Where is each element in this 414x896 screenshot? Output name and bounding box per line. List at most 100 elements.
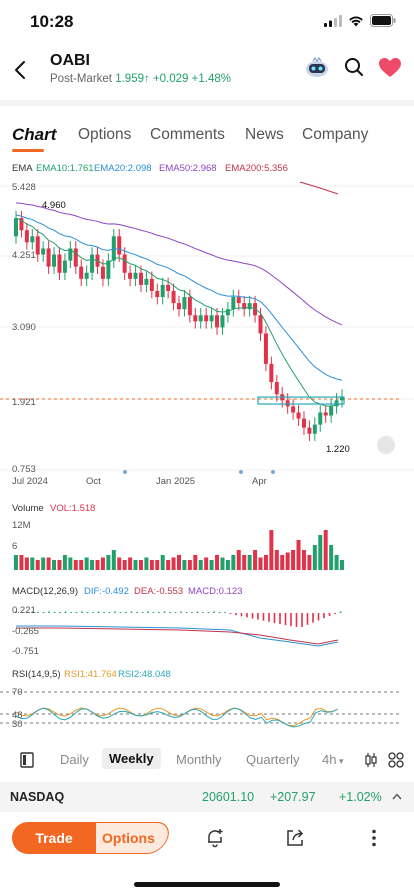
candle-body (247, 303, 252, 310)
search-icon[interactable] (344, 57, 364, 77)
x-tick-oct: Oct (86, 476, 101, 487)
volume-bar (30, 557, 35, 570)
rsi-tick-48: 48 (12, 710, 23, 721)
price-chart-canvas[interactable] (0, 156, 414, 740)
volume-bar (90, 560, 95, 570)
candle-body (57, 254, 62, 273)
period-4h[interactable]: 4h ▾ (322, 752, 344, 767)
tab-company[interactable]: Company (302, 126, 369, 143)
tab-options[interactable]: Options (78, 126, 132, 143)
macd-histogram-bar (141, 612, 144, 613)
volume-bar (209, 560, 214, 570)
macd-histogram-bar (284, 613, 287, 626)
ema50-line (15, 202, 343, 326)
caret-down-icon: ▾ (336, 756, 344, 766)
candle-body (323, 412, 328, 416)
period-monthly[interactable]: Monthly (176, 752, 222, 767)
rsi-tick-30: 30 (12, 719, 23, 730)
index-change: +207.97 (270, 790, 316, 804)
grid-layout-icon[interactable] (388, 752, 404, 768)
candle-body (285, 400, 290, 407)
tab-news[interactable]: News (245, 126, 284, 143)
candlestick-style-icon[interactable] (364, 752, 378, 768)
candle-body (138, 272, 143, 285)
back-button[interactable] (8, 54, 32, 86)
volume-bar (215, 555, 220, 570)
volume-bar (301, 550, 306, 570)
macd-histogram-bar (185, 612, 188, 613)
header: OABI Post-Market 1.959↑ +0.029 +1.48% (0, 46, 414, 100)
volume-bar (35, 560, 40, 570)
volume-value: VOL:1.518 (50, 503, 96, 514)
favorite-heart-icon[interactable] (378, 57, 402, 78)
macd-histogram-bar (317, 613, 320, 621)
tab-chart[interactable]: Chart (12, 125, 57, 144)
y-tick-2: 4.251 (12, 250, 36, 261)
event-dot (271, 470, 275, 474)
candle-body (307, 427, 312, 434)
volume-bar (24, 557, 29, 570)
macd-histogram-bar (48, 611, 50, 613)
volume-bar (111, 550, 116, 570)
candle-body (198, 315, 203, 322)
tab-comments[interactable]: Comments (150, 126, 225, 143)
candle-body (291, 406, 296, 413)
volume-bar (269, 530, 274, 570)
macd-histogram-bar (191, 612, 193, 613)
macd-tick-bottom: -0.751 (12, 646, 39, 657)
volume-bar (307, 555, 312, 570)
robot-assistant-icon[interactable] (304, 56, 330, 78)
volume-bar (138, 560, 143, 570)
period-weekly[interactable]: Weekly (102, 748, 161, 769)
index-ticker-bar[interactable]: NASDAQ 20601.10 +207.97 +1.02% (0, 782, 414, 812)
macd-histogram-bar (174, 612, 177, 613)
tab-active-indicator (12, 149, 44, 152)
ema10-line (15, 217, 343, 407)
share-button[interactable] (284, 827, 306, 849)
period-daily[interactable]: Daily (60, 752, 89, 767)
candle-body (187, 297, 192, 316)
volume-bar (296, 540, 301, 570)
rsi2-value: RSI2:48.048 (118, 669, 171, 680)
macd-histogram-bar (323, 613, 325, 619)
index-name: NASDAQ (10, 790, 65, 804)
chart-area[interactable]: EMA EMA10:1.761 EMA20:2.098 EMA50:2.968 … (0, 156, 414, 740)
candle-body (90, 254, 95, 273)
candle-body (144, 278, 149, 285)
volume-bar (198, 560, 203, 570)
sidebar-toggle-icon[interactable] (20, 752, 34, 768)
macd-histogram-bar (306, 613, 309, 625)
ticker-symbol: OABI (50, 52, 90, 69)
candle-body (215, 315, 220, 328)
macd-histogram-bar (257, 613, 259, 620)
macd-histogram-bar (295, 613, 298, 627)
home-indicator (134, 882, 280, 887)
macd-histogram-bar (290, 613, 292, 627)
volume-bar (253, 550, 258, 570)
price-alert-button[interactable] (204, 827, 226, 849)
volume-bar (340, 560, 344, 570)
period-quarterly[interactable]: Quarterly (246, 752, 300, 767)
candle-body (177, 303, 181, 310)
macd-histogram-bar (92, 612, 94, 613)
more-options-button[interactable] (363, 827, 385, 849)
volume-bar (274, 550, 279, 570)
options-button[interactable]: Options (82, 822, 174, 854)
macd-histogram-bar (20, 612, 23, 613)
candle-body (84, 272, 89, 279)
macd-histogram-bar (196, 611, 199, 613)
volume-bar (177, 555, 181, 570)
macd-dif-line (16, 625, 339, 647)
header-actions (304, 56, 402, 78)
chevron-up-icon[interactable] (392, 793, 402, 800)
macd-histogram-bar (147, 611, 149, 613)
volume-bar (46, 557, 51, 570)
volume-tick-12m: 12M (12, 520, 31, 531)
trade-button[interactable]: Trade (12, 822, 96, 854)
jump-to-latest-button[interactable] (377, 436, 395, 454)
x-tick-apr: Apr (252, 476, 267, 487)
macd-histogram-bar (339, 611, 342, 613)
macd-histogram-bar (64, 611, 67, 613)
volume-bar (117, 557, 122, 570)
high-price-label: 4.960 (42, 200, 66, 211)
